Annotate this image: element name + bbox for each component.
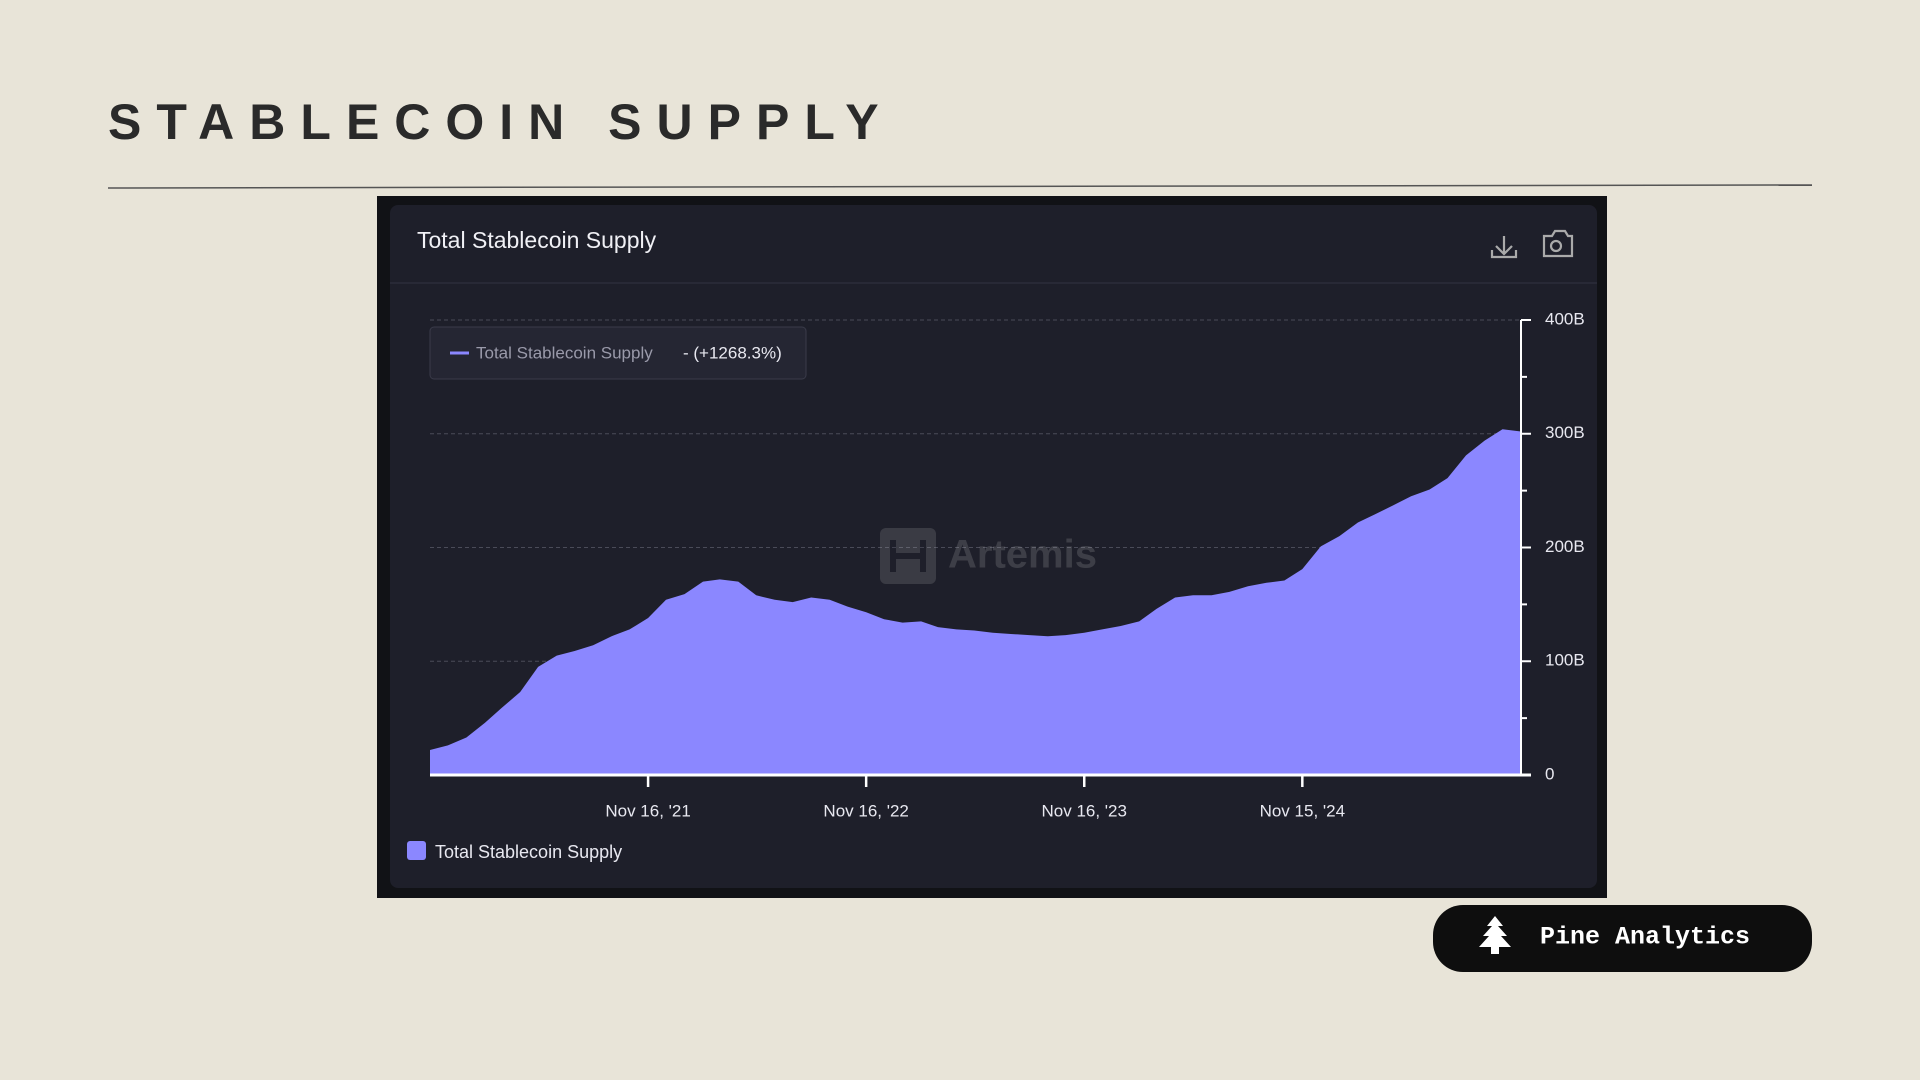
camera-icon[interactable] [1542, 229, 1574, 258]
area [430, 429, 1521, 775]
tooltip-change: - (+1268.3%) [683, 343, 782, 362]
brand-logo [1479, 916, 1511, 954]
legend-swatch [407, 841, 426, 860]
y-tick-label: 400B [1545, 309, 1585, 328]
brand-name: Pine Analytics [1540, 923, 1750, 952]
tooltip-box [429, 326, 807, 380]
y-tick-label: 300B [1545, 423, 1585, 442]
watermark-text: Artemis [948, 533, 1097, 577]
x-tick-label: Nov 16, '22 [823, 801, 908, 820]
brand-badge [1433, 905, 1812, 972]
download-icon[interactable] [1490, 236, 1518, 259]
slide-title: STABLECOIN SUPPLY [108, 94, 894, 150]
legend-label: Total Stablecoin Supply [435, 842, 622, 862]
y-tick-label: 100B [1545, 651, 1585, 670]
tooltip-series: Total Stablecoin Supply [476, 343, 653, 362]
y-tick-label: 200B [1545, 537, 1585, 556]
x-tick-label: Nov 16, '21 [605, 801, 690, 820]
plot: 0 100B 200B 300B 400B Nov 16, '21 Nov 16, '22 N… [430, 309, 1585, 820]
title-rule [107, 184, 1813, 189]
x-tick-label: Nov 15, '24 [1260, 801, 1345, 820]
watermark: Artemis [880, 528, 1097, 584]
panel-title: Total Stablecoin Supply [417, 227, 657, 253]
y-tick-label: 0 [1545, 764, 1554, 783]
x-tick-label: Nov 16, '23 [1042, 801, 1127, 820]
